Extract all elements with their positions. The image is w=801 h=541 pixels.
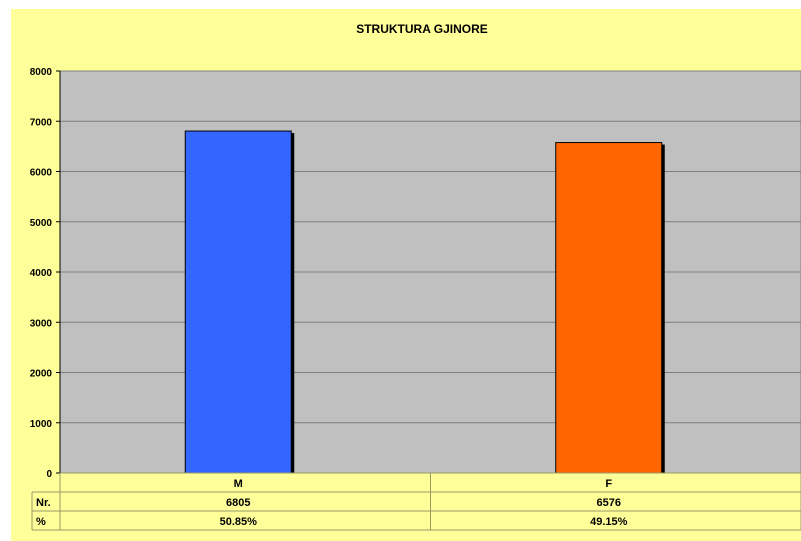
category-label: F [605,478,612,490]
table-cell-value: 6576 [597,497,621,509]
y-axis-ticks: 0 1000 2000 3000 4000 5000 6000 7000 8000 [30,67,61,480]
y-tick-label: 4000 [30,268,53,279]
y-tick-label: 0 [46,469,52,480]
table-cell-value: 49.15% [590,516,628,528]
bars [184,130,665,474]
bar-m [184,130,292,474]
gridlines [60,70,801,424]
table-row-label: Nr. [36,497,51,509]
chart-title: STRUKTURA GJINORE [356,22,488,36]
y-tick-label: 2000 [30,369,53,380]
bar-f [555,142,663,474]
bar-chart: STRUKTURA GJINORE 0 1000 2000 3000 4000 5000 6… [30,22,801,531]
y-tick-label: 8000 [30,67,53,78]
y-tick-label: 1000 [30,419,53,430]
y-tick-label: 6000 [30,168,53,179]
y-tick-label: 3000 [30,318,53,329]
data-table: M F Nr. 6805 6576% 50.85% 49.15% [31,472,801,531]
y-tick-label: 7000 [30,117,53,128]
chart-frame: STRUKTURA GJINORE 0 1000 2000 3000 4000 5000 6… [11,9,801,541]
table-cell-value: 50.85% [220,516,258,528]
table-cell-value: 6805 [226,497,250,509]
table-row-label: % [36,516,46,528]
y-tick-label: 5000 [30,218,53,229]
category-label: M [234,478,243,490]
